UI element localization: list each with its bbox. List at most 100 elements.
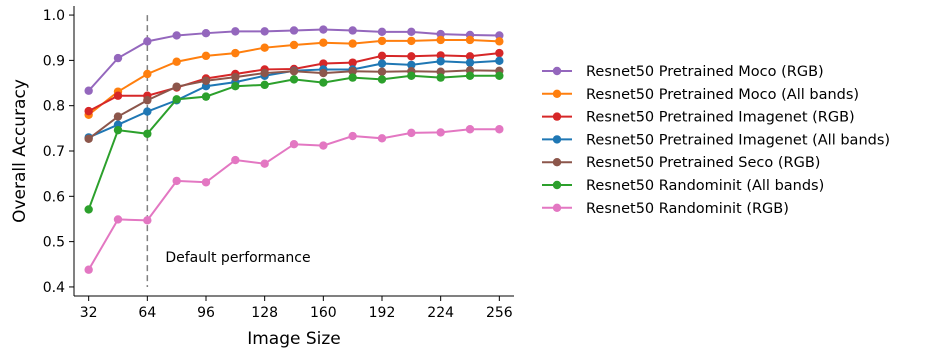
y-tick-label: 0.6 <box>43 189 65 205</box>
legend-swatch-marker <box>552 112 562 121</box>
data-point <box>436 29 445 39</box>
data-point <box>260 43 269 52</box>
data-point <box>84 86 93 95</box>
data-point <box>407 60 416 70</box>
data-point <box>319 68 328 78</box>
data-point <box>231 27 240 36</box>
data-point <box>84 265 93 274</box>
data-point <box>143 107 152 116</box>
data-point <box>113 91 123 100</box>
legend-label: Resnet50 Randominit (All bands) <box>586 178 824 194</box>
axes: 32 64 96 128 160 192 224 256 0.4 0.5 0.6 0.7 0.8 0.9 1… <box>43 6 514 321</box>
legend-item: Resnet50 Pretrained Seco (RGB) <box>542 155 820 171</box>
x-tick-label: 224 <box>427 305 454 321</box>
legend-item: Resnet50 Pretrained Imagenet (All bands) <box>542 132 890 148</box>
legend-item: Resnet50 Pretrained Moco (RGB) <box>542 64 824 80</box>
data-point <box>289 40 299 50</box>
data-point <box>377 75 387 84</box>
data-point <box>436 51 445 60</box>
legend-swatch-marker <box>552 180 562 190</box>
series-line <box>87 128 500 271</box>
series-layer <box>84 25 504 274</box>
x-tick-label: 128 <box>251 305 278 321</box>
legend-swatch-marker <box>552 135 562 144</box>
data-point <box>319 78 328 87</box>
data-point <box>201 178 211 187</box>
data-point <box>113 215 123 224</box>
data-point <box>143 37 152 46</box>
data-point <box>84 205 93 214</box>
data-point <box>143 69 152 79</box>
data-point <box>172 31 181 40</box>
data-point <box>495 31 504 40</box>
data-point <box>465 35 475 45</box>
data-point <box>436 35 445 45</box>
data-point <box>319 141 328 150</box>
data-point <box>407 27 416 37</box>
data-point <box>377 59 387 68</box>
legend-swatch-marker <box>552 203 562 212</box>
x-tick-label: 32 <box>80 305 98 321</box>
data-point <box>260 68 269 78</box>
data-point <box>113 112 123 121</box>
data-point <box>348 58 357 67</box>
data-point <box>143 129 152 138</box>
y-tick-label: 0.7 <box>43 144 65 160</box>
data-point <box>201 51 211 61</box>
data-point <box>113 125 123 135</box>
data-point <box>495 48 504 58</box>
y-axis-label: Overall Accuracy <box>10 79 30 223</box>
default-performance-label: Default performance <box>165 250 310 266</box>
legend-item: Resnet50 Pretrained Imagenet (RGB) <box>542 110 855 126</box>
y-tick-label: 0.9 <box>43 53 65 69</box>
y-tick-label: 1.0 <box>43 8 65 24</box>
data-point <box>465 58 475 67</box>
data-point <box>260 80 269 90</box>
legend: Resnet50 Pretrained Moco (RGB) Resnet50 P… <box>542 64 890 217</box>
legend-label: Resnet50 Pretrained Moco (All bands) <box>586 87 859 103</box>
data-point <box>260 159 269 168</box>
legend-item: Resnet50 Randominit (RGB) <box>542 201 789 217</box>
legend-label: Resnet50 Pretrained Seco (RGB) <box>586 155 820 171</box>
data-point <box>436 128 445 137</box>
data-point <box>143 96 152 105</box>
data-point <box>289 26 299 35</box>
legend-label: Resnet50 Randominit (RGB) <box>586 201 789 217</box>
data-point <box>348 67 357 76</box>
series-0 <box>84 25 504 95</box>
data-point <box>231 72 240 82</box>
data-point <box>231 155 240 165</box>
data-point <box>348 131 357 141</box>
x-tick-label: 64 <box>138 305 156 321</box>
data-point <box>407 128 416 138</box>
data-point <box>465 52 475 61</box>
data-point <box>377 67 387 76</box>
x-tick-label: 160 <box>310 305 337 321</box>
data-point <box>348 39 357 48</box>
x-tick-label: 96 <box>197 305 215 321</box>
legend-item: Resnet50 Pretrained Moco (All bands) <box>542 87 859 103</box>
data-point <box>172 82 181 91</box>
data-point <box>201 28 211 38</box>
data-point <box>436 73 445 82</box>
y-tick-label: 0.4 <box>43 280 65 296</box>
legend-label: Resnet50 Pretrained Moco (RGB) <box>586 64 824 80</box>
series-6 <box>84 125 504 274</box>
data-point <box>319 38 328 47</box>
data-point <box>377 134 387 143</box>
legend-label: Resnet50 Pretrained Imagenet (All bands) <box>586 132 890 148</box>
data-point <box>436 67 445 76</box>
data-point <box>348 73 357 82</box>
data-point <box>495 56 504 66</box>
data-point <box>407 71 416 80</box>
y-tick-label: 0.5 <box>43 235 65 251</box>
data-point <box>289 67 299 76</box>
data-point <box>289 75 299 84</box>
data-point <box>201 92 211 101</box>
data-point <box>407 36 416 46</box>
legend-item: Resnet50 Randominit (All bands) <box>542 178 824 194</box>
data-point <box>201 76 211 85</box>
data-point <box>84 134 93 143</box>
data-point <box>319 59 328 68</box>
